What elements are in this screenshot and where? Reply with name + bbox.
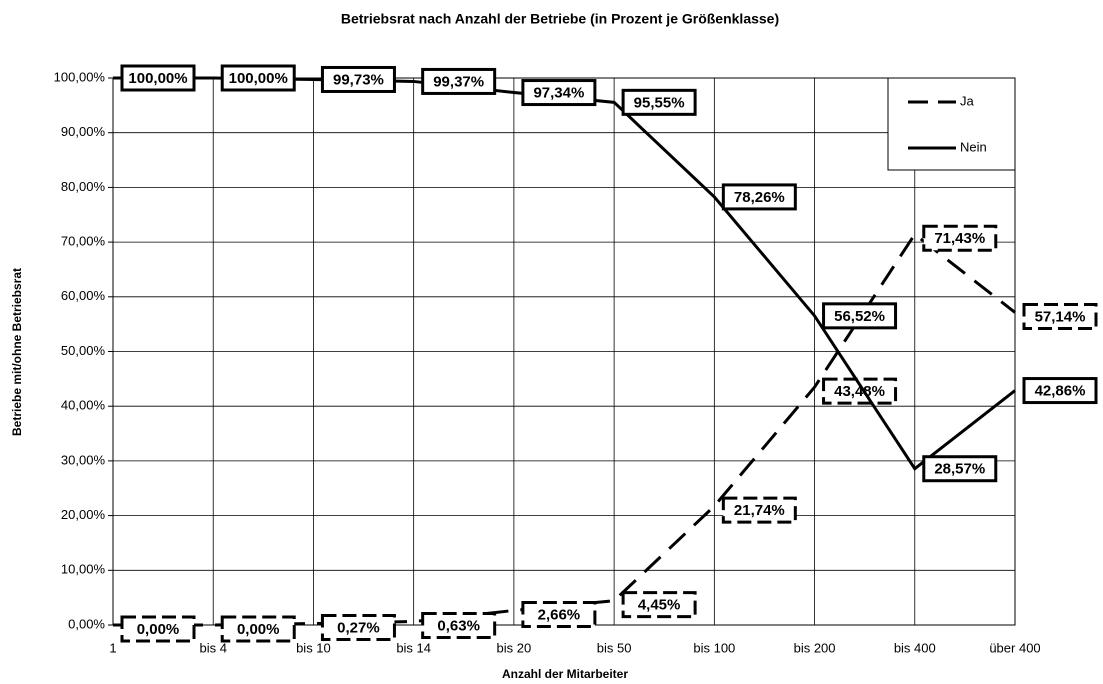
chart-title: Betriebsrat nach Anzahl der Betriebe (in… <box>341 11 779 27</box>
value-label: 21,74% <box>734 502 785 519</box>
value-label: 0,00% <box>237 621 280 638</box>
value-label-box <box>721 496 797 524</box>
value-label: 28,57% <box>934 461 985 478</box>
value-label: 100,00% <box>229 70 288 87</box>
value-label-box <box>1022 302 1098 330</box>
y-axis-label: Betriebe mit/ohne Betriebsrat <box>10 268 24 436</box>
value-label-box <box>822 302 898 330</box>
x-tick-label: bis 20 <box>497 640 532 655</box>
y-tick-label: 40,00% <box>61 398 106 413</box>
legend-label: Nein <box>960 139 987 154</box>
value-label: 57,14% <box>1035 308 1086 325</box>
y-tick-label: 80,00% <box>61 179 106 194</box>
value-label-box <box>521 600 597 628</box>
value-label-box <box>120 615 196 643</box>
y-tick-label: 0,00% <box>68 616 105 631</box>
value-label: 4,45% <box>638 597 681 614</box>
line-series <box>113 232 1016 627</box>
x-tick-label: bis 100 <box>693 640 735 655</box>
x-tick-label: bis 10 <box>296 640 331 655</box>
value-label-box <box>922 455 998 483</box>
legend-box <box>887 77 1016 171</box>
value-label: 78,26% <box>734 189 785 206</box>
y-tick-label: 30,00% <box>61 452 106 467</box>
value-label: 43,48% <box>834 383 885 400</box>
value-label-box <box>320 65 396 93</box>
value-label-box <box>421 67 497 95</box>
value-label-box <box>521 79 597 107</box>
value-label-box <box>922 224 998 252</box>
value-label: 0,27% <box>337 619 380 636</box>
value-label: 0,63% <box>437 618 480 635</box>
value-label-box <box>120 64 196 92</box>
y-tick-label: 20,00% <box>61 507 106 522</box>
value-label-box <box>721 183 797 211</box>
line-series <box>113 76 1016 471</box>
x-tick-label: bis 400 <box>894 640 936 655</box>
y-tick-label: 100,00% <box>54 69 106 84</box>
x-axis-label: Anzahl der Mitarbeiter <box>502 667 628 681</box>
y-tick-label: 60,00% <box>61 288 106 303</box>
x-tick-label: bis 14 <box>396 640 431 655</box>
x-tick-label: 1 <box>109 640 116 655</box>
legend-label: Ja <box>960 93 975 108</box>
value-label-box <box>822 377 898 405</box>
y-tick-label: 70,00% <box>61 234 106 249</box>
x-tick-label: bis 200 <box>794 640 836 655</box>
value-label-box <box>320 614 396 642</box>
y-tick-label: 10,00% <box>61 562 106 577</box>
value-label-box <box>621 88 697 116</box>
value-label: 97,34% <box>533 85 584 102</box>
y-tick-label: 90,00% <box>61 124 106 139</box>
x-tick-label: bis 50 <box>597 640 632 655</box>
value-label: 2,66% <box>538 606 581 623</box>
value-label: 0,00% <box>137 621 180 638</box>
value-label-box <box>220 615 296 643</box>
value-label-box <box>220 64 296 92</box>
value-label-box <box>621 591 697 619</box>
value-label: 56,52% <box>834 308 885 325</box>
x-tick-label: über 400 <box>989 640 1040 655</box>
value-label: 100,00% <box>128 70 187 87</box>
value-label-box <box>421 612 497 640</box>
value-label-box <box>1022 377 1098 405</box>
value-label: 42,86% <box>1035 383 1086 400</box>
value-label: 95,55% <box>634 94 685 111</box>
y-tick-label: 50,00% <box>61 343 106 358</box>
value-label: 71,43% <box>934 230 985 247</box>
value-label: 99,73% <box>333 71 384 88</box>
x-tick-label: bis 4 <box>199 640 226 655</box>
value-label: 99,37% <box>433 73 484 90</box>
